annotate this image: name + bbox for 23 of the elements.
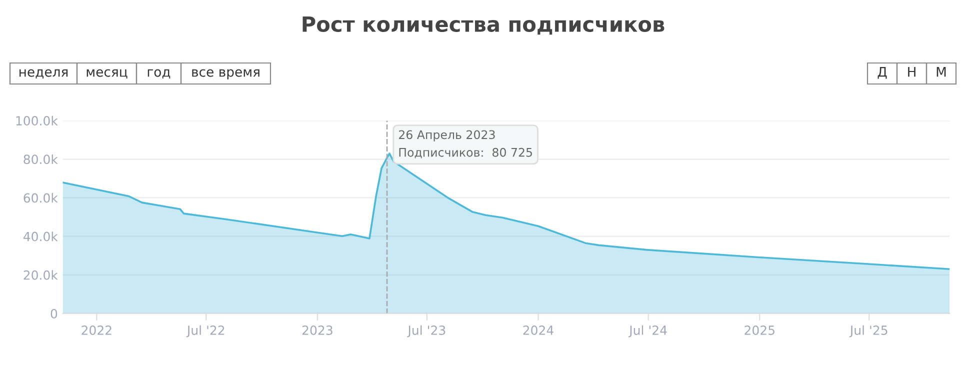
x-tick-label: 2023 [302,326,332,335]
text: месяц [86,69,128,78]
text: год [148,69,170,78]
annotation: 26 Апрель 2023 Подписчиков: 80 725 [398,130,532,158]
x-tick-label: Jul '22 [186,325,224,338]
y-tick-label: 60.0k [24,192,58,203]
y-tick-label: 20.0k [24,270,58,280]
x-tick-label: 2024 [523,326,554,335]
text: М [936,67,946,77]
y-tick-label: 40.0k [23,232,58,242]
text: неделя [20,69,68,78]
y-tick-label: 0 [50,308,58,318]
text: все время [192,69,260,80]
y-tick-label: 80.0k [24,154,58,164]
y-tick-label: 100.0k [16,116,58,126]
x-tick-label: Jul '23 [407,325,446,338]
text: Н [908,67,916,77]
x-tick-label: 2022 [82,326,112,335]
x-tick-label: 2025 [744,326,774,335]
chart-title: Рост количества подписчиков [302,16,664,35]
x-tick-label: Jul '25 [849,325,888,338]
text: Д [878,67,887,79]
x-tick-label: Jul '24 [628,325,667,338]
